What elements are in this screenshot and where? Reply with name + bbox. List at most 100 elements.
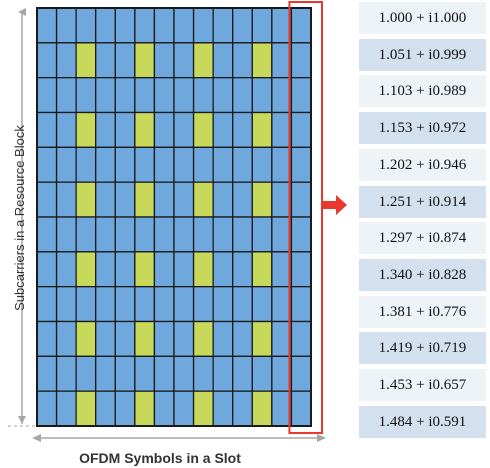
pilot-cell — [251, 181, 273, 218]
resource-cell — [153, 286, 175, 323]
pilot-cell — [75, 42, 97, 79]
resource-cell — [95, 355, 116, 392]
resource-cell — [290, 7, 312, 44]
pilot-cell — [251, 251, 273, 288]
resource-cell — [55, 251, 77, 288]
resource-cell — [134, 77, 156, 114]
channel-value: 1.419 + i0.719 — [359, 332, 486, 365]
pilot-cell — [75, 181, 97, 218]
resource-cell — [55, 286, 77, 323]
resource-cell — [55, 146, 77, 183]
resource-cell — [290, 286, 312, 323]
resource-cell — [153, 111, 175, 148]
resource-cell — [75, 77, 97, 114]
resource-cell — [251, 7, 273, 44]
resource-cell — [251, 146, 273, 183]
channel-value: 1.484 + i0.591 — [359, 405, 486, 438]
resource-cell — [36, 286, 58, 323]
x-axis-label: OFDM Symbols in a Slot — [79, 450, 241, 466]
x-axis-arrowhead-right — [317, 434, 326, 442]
resource-cell — [290, 251, 312, 288]
pilot-cell — [192, 111, 214, 148]
resource-cell — [75, 216, 97, 253]
pilot-cell — [251, 111, 273, 148]
resource-cell — [212, 111, 234, 148]
pilot-cell — [134, 42, 156, 79]
pilot-cell — [192, 320, 214, 357]
resource-cell — [36, 7, 58, 44]
pilot-cell — [251, 320, 273, 357]
resource-cell — [212, 286, 234, 323]
resource-cell — [251, 77, 273, 114]
resource-cell — [290, 390, 312, 427]
channel-value: 1.051 + i0.999 — [359, 38, 486, 71]
resource-cell — [212, 77, 234, 114]
resource-cell — [232, 355, 253, 392]
resource-cell — [75, 7, 97, 44]
resource-cell — [192, 286, 214, 323]
resource-cell — [36, 216, 58, 253]
resource-cell — [55, 181, 77, 218]
resource-cell — [114, 77, 136, 114]
resource-cell — [153, 7, 175, 44]
resource-cell — [95, 111, 116, 148]
resource-cell — [232, 181, 253, 218]
highlighted-symbol-column — [288, 1, 323, 434]
channel-value: 1.103 + i0.989 — [359, 75, 486, 108]
resource-cell — [153, 181, 175, 218]
resource-cell — [114, 390, 136, 427]
resource-cell — [55, 320, 77, 357]
channel-value: 1.202 + i0.946 — [359, 148, 486, 181]
pilot-cell — [134, 111, 156, 148]
resource-cell — [36, 320, 58, 357]
y-axis-arrowhead-bottom — [18, 416, 26, 424]
pilot-cell — [251, 390, 273, 427]
resource-cell — [95, 146, 116, 183]
resource-cell — [114, 286, 136, 323]
resource-cell — [95, 286, 116, 323]
resource-cell — [173, 42, 195, 79]
resource-cell — [153, 146, 175, 183]
resource-cell — [212, 7, 234, 44]
pilot-cell — [134, 390, 156, 427]
resource-cell — [173, 181, 195, 218]
resource-cell — [95, 42, 116, 79]
resource-cell — [95, 7, 116, 44]
pilot-cell — [75, 390, 97, 427]
resource-cell — [153, 320, 175, 357]
resource-cell — [114, 251, 136, 288]
resource-cell — [232, 146, 253, 183]
resource-cell — [212, 146, 234, 183]
resource-cell — [251, 216, 273, 253]
resource-cell — [114, 7, 136, 44]
channel-value: 1.251 + i0.914 — [359, 185, 486, 218]
resource-cell — [114, 320, 136, 357]
resource-cell — [55, 77, 77, 114]
resource-cell — [114, 111, 136, 148]
resource-cell — [55, 42, 77, 79]
resource-cell — [36, 146, 58, 183]
pilot-cell — [134, 181, 156, 218]
resource-cell — [173, 320, 195, 357]
resource-cell — [173, 146, 195, 183]
resource-cell — [75, 355, 97, 392]
pilot-cell — [75, 320, 97, 357]
resource-cell — [134, 286, 156, 323]
resource-cell — [114, 42, 136, 79]
resource-cell — [36, 111, 58, 148]
pilot-cell — [75, 251, 97, 288]
channel-value: 1.340 + i0.828 — [359, 258, 486, 291]
resource-cell — [192, 216, 214, 253]
resource-cell — [232, 286, 253, 323]
resource-cell — [251, 286, 273, 323]
resource-cell — [153, 251, 175, 288]
resource-cell — [173, 355, 195, 392]
channel-value: 1.153 + i0.972 — [359, 112, 486, 145]
resource-cell — [36, 77, 58, 114]
resource-cell — [55, 111, 77, 148]
resource-cell — [290, 42, 312, 79]
resource-cell — [153, 77, 175, 114]
resource-cell — [173, 111, 195, 148]
